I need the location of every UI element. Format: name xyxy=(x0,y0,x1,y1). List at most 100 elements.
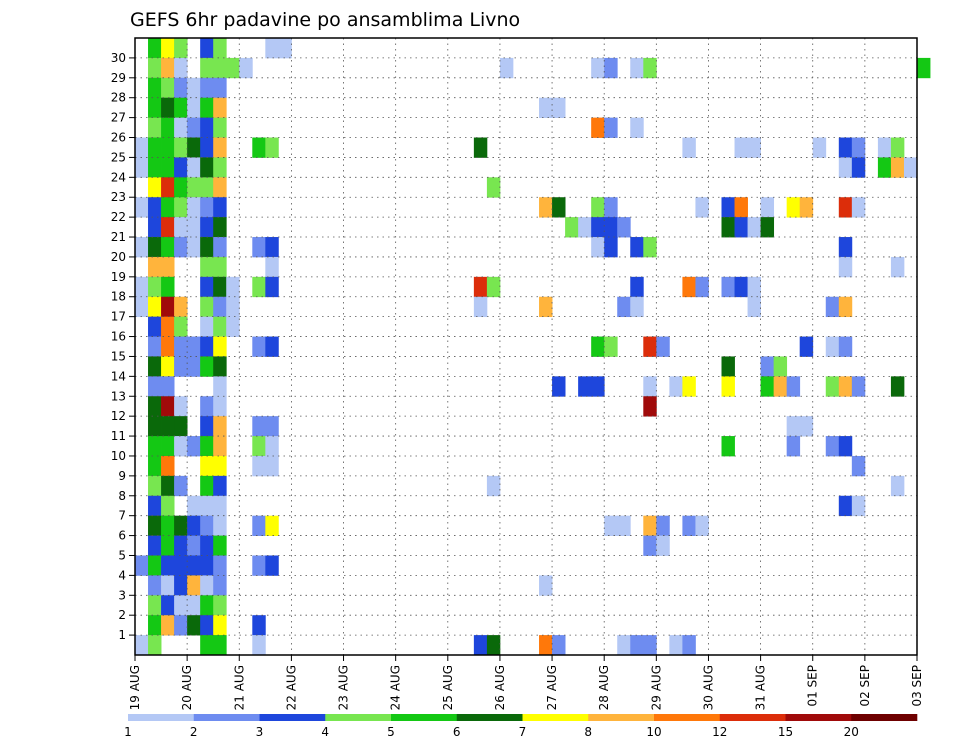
heatmap-cell xyxy=(799,336,814,357)
heatmap-cell xyxy=(552,197,566,218)
heatmap-cell xyxy=(148,635,162,656)
heatmap-cell xyxy=(213,237,227,258)
heatmap-cell xyxy=(499,57,514,79)
x-tick-label: 30 AUG xyxy=(701,665,715,710)
heatmap-cell xyxy=(200,256,214,278)
heatmap-cell xyxy=(174,177,188,198)
heatmap-cell xyxy=(760,376,775,397)
heatmap-cell xyxy=(161,336,175,357)
x-tick-label: 26 AUG xyxy=(493,665,507,710)
legend-label: 4 xyxy=(321,725,329,739)
heatmap-cell xyxy=(187,137,201,158)
heatmap-cell xyxy=(213,57,227,79)
y-tick-label: 15 xyxy=(111,349,126,363)
heatmap-cell xyxy=(825,296,840,318)
heatmap-cell xyxy=(174,416,188,437)
heatmap-cell xyxy=(799,197,814,218)
heatmap-cell xyxy=(617,515,631,536)
x-tick-label: 01 SEP xyxy=(806,665,820,707)
heatmap-cell xyxy=(252,635,266,656)
heatmap-cell xyxy=(604,515,618,536)
x-tick-label: 29 AUG xyxy=(649,665,663,710)
heatmap-cell xyxy=(617,296,631,318)
heatmap-cell xyxy=(747,276,761,298)
heatmap-cell xyxy=(851,157,866,178)
legend-label: 12 xyxy=(712,725,727,739)
heatmap-cell xyxy=(174,555,188,576)
y-tick-label: 3 xyxy=(118,588,126,602)
legend-swatch xyxy=(128,714,195,721)
heatmap-cell xyxy=(174,575,188,596)
chart-title: GEFS 6hr padavine po ansamblima Livno xyxy=(130,9,520,31)
heatmap-cell xyxy=(630,57,644,79)
heatmap-cell xyxy=(265,515,279,536)
heatmap-cell xyxy=(669,635,683,656)
x-tick-label: 28 AUG xyxy=(597,665,611,710)
heatmap-cell xyxy=(838,376,853,397)
heatmap-cell xyxy=(174,615,188,636)
heatmap-cell xyxy=(252,137,266,158)
heatmap-cell xyxy=(200,296,214,318)
heatmap-cell xyxy=(786,376,801,397)
x-axis: 19 AUG 20 AUG 21 AUG 22 AUG 23 AUG 24 AUG 25 A… xyxy=(128,655,924,710)
heatmap-cell xyxy=(200,276,214,298)
heatmap-cell xyxy=(161,475,175,497)
heatmap-cell xyxy=(838,137,853,158)
heatmap-cell xyxy=(200,575,214,596)
y-tick-label: 20 xyxy=(111,250,126,264)
heatmap-cell xyxy=(643,376,657,397)
y-tick-label: 17 xyxy=(111,310,126,324)
heatmap-cell xyxy=(213,276,227,298)
y-tick-label: 13 xyxy=(111,389,126,403)
heatmap-cell xyxy=(200,356,214,377)
heatmap-cell xyxy=(213,635,227,656)
y-tick-label: 6 xyxy=(118,529,126,543)
y-tick-label: 23 xyxy=(111,190,126,204)
heatmap-cell xyxy=(200,57,214,79)
heatmap-cell xyxy=(695,515,709,536)
heatmap-cell xyxy=(747,296,761,318)
heatmap-cell xyxy=(148,575,162,596)
heatmap-cell xyxy=(161,356,175,377)
y-tick-label: 21 xyxy=(111,230,126,244)
heatmap-cell xyxy=(643,336,657,357)
legend-label: 1 xyxy=(124,725,132,739)
heatmap-cell xyxy=(265,38,279,59)
heatmap-cell xyxy=(148,376,162,397)
heatmap-cell xyxy=(213,615,227,636)
heatmap-cell xyxy=(161,455,175,477)
heatmap-cell xyxy=(174,356,188,377)
heatmap-cell xyxy=(630,276,644,298)
heatmap-cell xyxy=(877,157,892,178)
heatmap-cell xyxy=(213,97,227,119)
heatmap-cell xyxy=(161,416,175,437)
heatmap-cell xyxy=(838,436,853,457)
heatmap-cell xyxy=(630,237,644,258)
heatmap-cell xyxy=(148,197,162,218)
legend-label: 2 xyxy=(190,725,198,739)
heatmap-cell xyxy=(252,515,266,536)
heatmap-cell xyxy=(591,57,605,79)
heatmap-cell xyxy=(213,157,227,178)
heatmap-cell xyxy=(200,137,214,158)
y-tick-label: 7 xyxy=(118,509,126,523)
heatmap-cell xyxy=(161,177,175,198)
heatmap-cell xyxy=(148,555,162,576)
heatmap-cell xyxy=(630,296,644,318)
heatmap-cell xyxy=(174,197,188,218)
heatmap-cell xyxy=(669,376,683,397)
heatmap-cell xyxy=(200,495,214,517)
x-tick-label: 23 AUG xyxy=(337,665,351,710)
heatmap-cell xyxy=(174,77,188,99)
heatmap-cell xyxy=(187,177,201,198)
y-tick-label: 12 xyxy=(111,409,126,423)
heatmap-cell xyxy=(200,635,214,656)
heatmap-cell xyxy=(187,336,201,357)
heatmap-cell xyxy=(252,615,266,636)
heatmap-cell xyxy=(799,416,814,437)
heatmap-cell xyxy=(161,535,175,556)
heatmap-cell xyxy=(213,336,227,357)
y-axis: 1234567891011121314151617181920212223242… xyxy=(111,51,135,642)
heatmap-cell xyxy=(890,256,905,278)
heatmap-cell xyxy=(213,316,227,337)
